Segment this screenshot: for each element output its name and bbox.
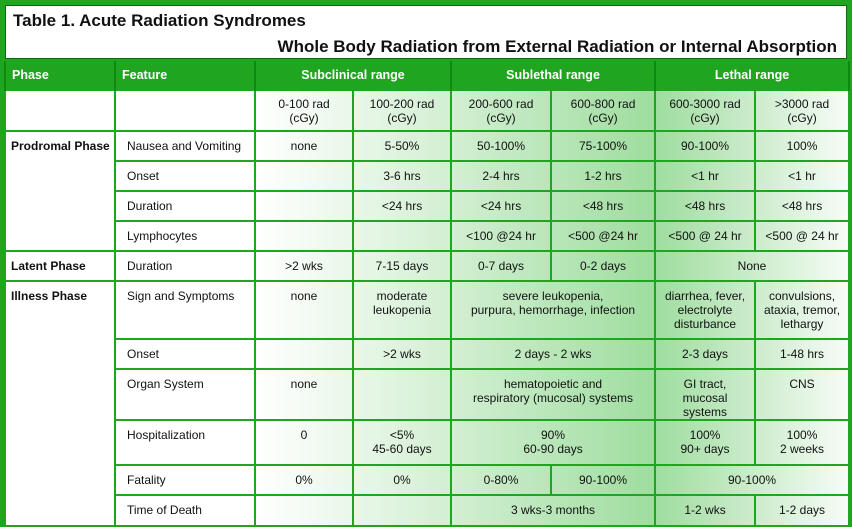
feature-cell: Fatality: [114, 464, 256, 496]
title-box: Table 1. Acute Radiation Syndromes Whole…: [5, 5, 847, 59]
header-sublethal: Sublethal range: [450, 61, 657, 90]
table-cell: 0%: [351, 464, 453, 496]
table-cell: <48 hrs: [550, 190, 657, 222]
feature-cell: Time of Death: [114, 494, 256, 527]
header-phase: Phase: [4, 61, 116, 90]
table-cell: CNS: [754, 368, 851, 421]
table-cell: <48 hrs: [654, 190, 757, 222]
table-cell: 90-100%: [550, 464, 657, 496]
dose-cell: 0-100 rad (cGy): [254, 89, 354, 132]
feature-cell: Organ System: [114, 368, 256, 421]
table-cell: 0-80%: [450, 464, 553, 496]
table-cell: 2-4 hrs: [450, 160, 553, 192]
table-cell: 1-48 hrs: [754, 338, 851, 370]
table-cell: <500 @ 24 hr: [754, 220, 851, 252]
feature-cell: [114, 89, 256, 132]
table-cell: 50-100%: [450, 130, 553, 162]
radiation-table: Phase Feature Subclinical range Subletha…: [4, 61, 851, 527]
table-cell: 100% 2 weeks: [754, 419, 851, 466]
table-cell: GI tract, mucosal systems: [654, 368, 757, 421]
table-cell: 1-2 wks: [654, 494, 757, 527]
table-cell: 90-100%: [654, 464, 851, 496]
table-cell: 1-2 hrs: [550, 160, 657, 192]
table-cell: <1 hr: [754, 160, 851, 192]
table-cell: [254, 160, 354, 192]
feature-cell: Duration: [114, 190, 256, 222]
phase-cell: [4, 89, 116, 132]
table-cell: convulsions, ataxia, tremor, lethargy: [754, 280, 851, 340]
table-cell: [254, 338, 354, 370]
dose-cell: 600-3000 rad (cGy): [654, 89, 757, 132]
header-feature: Feature: [114, 61, 256, 90]
table-cell: 100% 90+ days: [654, 419, 757, 466]
table-cell: 0%: [254, 464, 354, 496]
header-lethal: Lethal range: [654, 61, 851, 90]
dose-cell: 600-800 rad (cGy): [550, 89, 657, 132]
table-cell: severe leukopenia, purpura, hemorrhage, …: [450, 280, 657, 340]
table-cell: 2-3 days: [654, 338, 757, 370]
table-cell: <500 @24 hr: [550, 220, 657, 252]
phase-latent: Latent Phase: [4, 250, 116, 282]
table-cell: hematopoietic and respiratory (mucosal) …: [450, 368, 657, 421]
table-cell: <48 hrs: [754, 190, 851, 222]
feature-cell: Hospitalization: [114, 419, 256, 466]
dose-cell: >3000 rad (cGy): [754, 89, 851, 132]
table-subtitle: Whole Body Radiation from External Radia…: [277, 37, 837, 56]
feature-cell: Sign and Symptoms: [114, 280, 256, 340]
table-cell: moderate leukopenia: [351, 280, 453, 340]
table-cell: [254, 190, 354, 222]
header-subclinical: Subclinical range: [253, 61, 453, 90]
feature-cell: Duration: [114, 250, 256, 282]
table-cell: 1-2 days: [754, 494, 851, 527]
table-cell: <5% 45-60 days: [351, 419, 453, 466]
feature-cell: Onset: [114, 338, 256, 370]
table-cell: 90% 60-90 days: [450, 419, 657, 466]
table-cell: <24 hrs: [351, 190, 453, 222]
dose-cell: 100-200 rad (cGy): [351, 89, 453, 132]
table-cell: [254, 220, 354, 252]
table-cell: <500 @ 24 hr: [654, 220, 757, 252]
phase-prodromal: Prodromal Phase: [4, 130, 116, 252]
table-cell: [351, 220, 453, 252]
feature-cell: Onset: [114, 160, 256, 192]
table-cell: <1 hr: [654, 160, 757, 192]
table-cell: 3 wks-3 months: [450, 494, 657, 527]
table-cell: [351, 494, 453, 527]
feature-cell: Nausea and Vomiting: [114, 130, 256, 162]
table-cell: diarrhea, fever, electrolyte disturbance: [654, 280, 757, 340]
table-cell: <100 @24 hr: [450, 220, 553, 252]
dose-cell: 200-600 rad (cGy): [450, 89, 553, 132]
table-cell: 0-7 days: [450, 250, 553, 282]
table-cell: 5-50%: [351, 130, 453, 162]
table-cell: none: [254, 130, 354, 162]
table-cell: 3-6 hrs: [351, 160, 453, 192]
table-cell: 90-100%: [654, 130, 757, 162]
table-cell: 2 days - 2 wks: [450, 338, 657, 370]
table-cell: <24 hrs: [450, 190, 553, 222]
table-title: Table 1. Acute Radiation Syndromes: [13, 11, 306, 30]
table-cell: [351, 368, 453, 421]
table-cell: >2 wks: [254, 250, 354, 282]
table-cell: 100%: [754, 130, 851, 162]
table-cell: >2 wks: [351, 338, 453, 370]
table-cell: none: [254, 368, 354, 421]
table-cell: 75-100%: [550, 130, 657, 162]
table-cell: [254, 494, 354, 527]
table-cell: 0-2 days: [550, 250, 657, 282]
feature-cell: Lymphocytes: [114, 220, 256, 252]
table-cell: none: [254, 280, 354, 340]
phase-illness: Illness Phase: [4, 280, 116, 527]
table-cell: None: [654, 250, 851, 282]
table-cell: 0: [254, 419, 354, 466]
table-cell: 7-15 days: [351, 250, 453, 282]
